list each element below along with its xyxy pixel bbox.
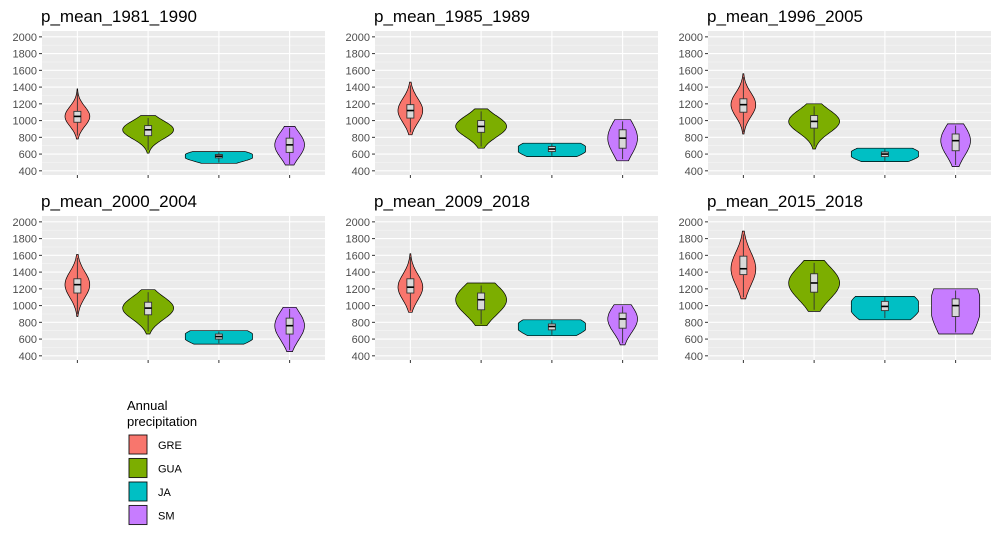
y-tick-label: 800 (19, 317, 37, 329)
y-tick-label: 2000 (346, 217, 370, 229)
y-tick-label: 400 (685, 351, 703, 363)
box-sm (618, 312, 627, 329)
panel-title: p_mean_2000_2004 (41, 192, 197, 211)
box-gre (73, 278, 82, 294)
y-tick-label: 1600 (346, 250, 370, 262)
legend-label-gre: GRE (158, 440, 182, 452)
box-gre (739, 255, 748, 276)
y-tick-label: 800 (352, 132, 370, 144)
y-tick-label: 2000 (679, 32, 703, 44)
y-tick-label: 1400 (679, 267, 703, 279)
y-tick-label: 1400 (346, 82, 370, 94)
legend-label-sm: SM (158, 511, 175, 523)
box-sm (951, 298, 960, 317)
panel-title: p_mean_1985_1989 (374, 7, 530, 26)
y-tick-label: 1800 (346, 49, 370, 61)
y-tick-label: 1200 (346, 99, 370, 111)
box-sm (618, 129, 627, 149)
y-tick-label: 600 (352, 149, 370, 161)
legend: Annual precipitation GRE GUA JA SM (127, 398, 197, 526)
legend-key-gua (128, 458, 148, 478)
y-tick-label: 1000 (346, 116, 370, 128)
y-tick-label: 1400 (13, 82, 37, 94)
y-tick-label: 1200 (13, 284, 37, 296)
legend-key-ja (128, 481, 148, 502)
y-tick-label: 1600 (679, 65, 703, 77)
y-tick-label: 1200 (679, 99, 703, 111)
box-gua (477, 292, 486, 311)
y-tick-label: 1000 (679, 301, 703, 313)
y-tick-label: 600 (685, 334, 703, 346)
y-tick-label: 800 (19, 132, 37, 144)
box-gua (144, 125, 153, 137)
y-tick-label: 2000 (679, 217, 703, 229)
y-tick-label: 1200 (346, 284, 370, 296)
facet-panel: p_mean_2009_2018 400 600 800 1000 1200 1400 160… (346, 192, 658, 363)
y-tick-label: 1800 (679, 234, 703, 246)
y-tick-label: 800 (685, 317, 703, 329)
y-tick-label: 400 (19, 351, 37, 363)
y-tick-label: 1000 (679, 116, 703, 128)
y-tick-label: 800 (685, 132, 703, 144)
facet-panel: p_mean_2000_2004 400 600 800 1000 1200 1400 160… (13, 192, 325, 363)
panel-background (708, 216, 991, 360)
facet-panel: p_mean_1981_1990 400 600 800 1000 1200 1400 160… (13, 7, 325, 178)
y-tick-label: 600 (19, 334, 37, 346)
legend-key-gre (128, 434, 148, 455)
y-tick-label: 1600 (13, 65, 37, 77)
y-tick-label: 400 (352, 166, 370, 178)
y-tick-label: 1800 (346, 234, 370, 246)
panel-title: p_mean_1996_2005 (707, 7, 863, 26)
legend-label-ja: JA (158, 487, 172, 499)
y-tick-label: 600 (685, 149, 703, 161)
y-tick-label: 600 (352, 334, 370, 346)
panel-title: p_mean_2015_2018 (707, 192, 863, 211)
y-tick-label: 2000 (346, 32, 370, 44)
facet-panels: p_mean_1981_1990 400 600 800 1000 1200 1400 160… (13, 7, 991, 363)
box-gre (406, 104, 415, 119)
legend-label-gua: GUA (158, 464, 183, 476)
y-tick-label: 1600 (13, 250, 37, 262)
y-tick-label: 400 (685, 166, 703, 178)
y-tick-label: 1000 (346, 301, 370, 313)
y-tick-label: 1400 (679, 82, 703, 94)
panel-title: p_mean_1981_1990 (41, 7, 197, 26)
panel-background (375, 31, 658, 175)
legend-key-sm (128, 505, 148, 525)
y-tick-label: 1400 (346, 267, 370, 279)
legend-title-line-2: precipitation (127, 414, 197, 429)
y-tick-label: 1800 (13, 234, 37, 246)
y-tick-label: 400 (352, 351, 370, 363)
y-tick-label: 1200 (13, 99, 37, 111)
box-gre (406, 278, 415, 294)
y-tick-label: 2000 (13, 32, 37, 44)
y-tick-label: 2000 (13, 217, 37, 229)
y-tick-label: 1000 (13, 116, 37, 128)
facet-panel: p_mean_1996_2005 400 600 800 1000 1200 1400 160… (679, 7, 991, 178)
y-tick-label: 1400 (13, 267, 37, 279)
y-tick-label: 600 (19, 149, 37, 161)
box-sm (951, 133, 960, 152)
y-tick-label: 1800 (679, 49, 703, 61)
facet-panel: p_mean_1985_1989 400 600 800 1000 1200 1400 160… (346, 7, 658, 178)
y-tick-label: 400 (19, 166, 37, 178)
y-tick-label: 1600 (346, 65, 370, 77)
y-tick-label: 1200 (679, 284, 703, 296)
legend-keys: GRE GUA JA SM (128, 434, 183, 526)
legend-title-line-1: Annual (127, 398, 168, 413)
box-gre (739, 98, 748, 113)
y-tick-label: 800 (352, 317, 370, 329)
y-tick-label: 1600 (679, 250, 703, 262)
facet-panel: p_mean_2015_2018 400 600 800 1000 1200 1400 160… (679, 192, 991, 363)
y-tick-label: 1800 (13, 49, 37, 61)
y-tick-label: 1000 (13, 301, 37, 313)
panel-title: p_mean_2009_2018 (374, 192, 530, 211)
